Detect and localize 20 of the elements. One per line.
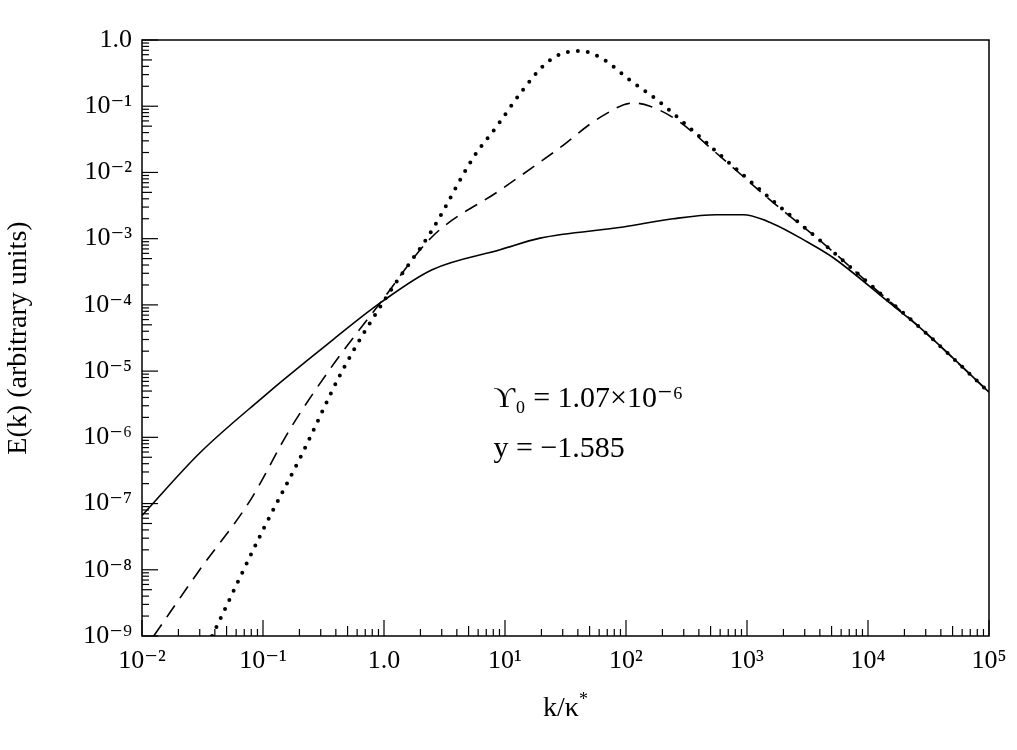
annotation: ϒ₀ = 1.07×10⁻⁶ xyxy=(493,379,684,413)
x-tick-label: 10² xyxy=(609,645,644,675)
x-tick-label: 10¹ xyxy=(488,645,522,675)
annotation: y = −1.585 xyxy=(493,429,625,463)
y-tick-label: 1.0 xyxy=(99,23,132,53)
x-axis-title: k/κ* xyxy=(543,688,588,722)
x-tick-label: 10⁵ xyxy=(971,645,1007,675)
y-tick-label: 10⁻⁴ xyxy=(83,288,132,318)
y-tick-label: 10⁻³ xyxy=(84,222,133,252)
y-tick-label: 10⁻² xyxy=(84,156,133,186)
y-axis-title: E(k) (arbitrary units) xyxy=(1,221,33,455)
x-tick-label: 10⁻¹ xyxy=(239,645,287,675)
y-tick-label: 10⁻¹ xyxy=(84,90,132,120)
y-tick-label: 10⁻⁷ xyxy=(83,487,132,517)
x-tick-label: 10³ xyxy=(730,645,765,675)
y-tick-label: 10⁻⁶ xyxy=(83,421,132,451)
y-tick-label: 10⁻⁸ xyxy=(83,553,132,583)
x-tick-label: 10⁴ xyxy=(850,645,886,675)
y-tick-label: 10⁻⁵ xyxy=(83,354,132,384)
x-tick-label: 1.0 xyxy=(367,645,401,675)
